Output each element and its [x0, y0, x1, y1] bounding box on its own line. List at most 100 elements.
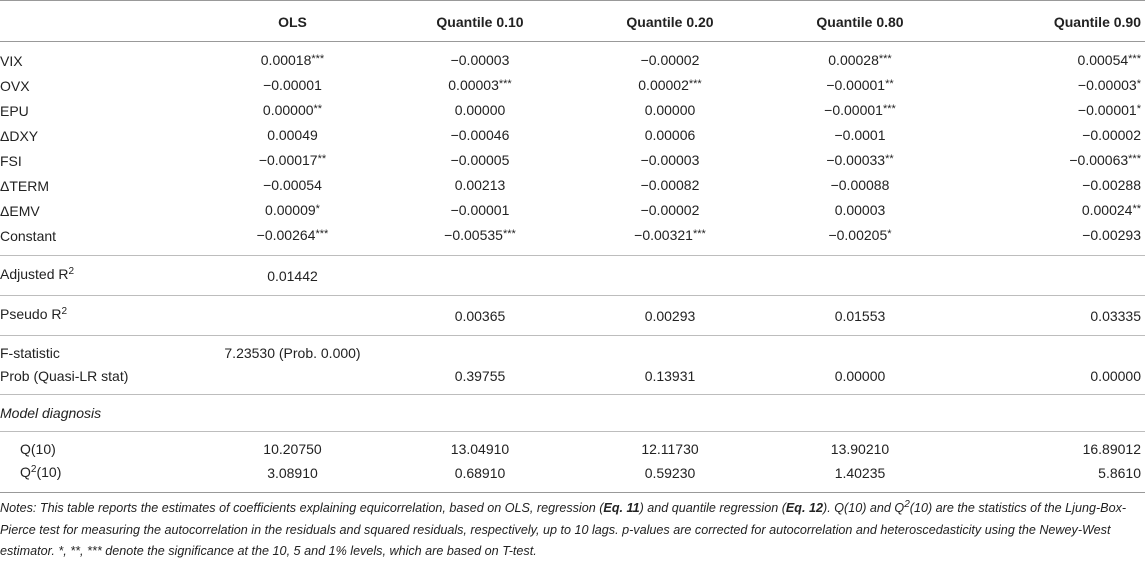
cell: [200, 365, 385, 395]
row-label: Q(10): [0, 431, 200, 461]
coef-row-dterm: ΔTERM −0.00054 0.00213 −0.00082 −0.00088…: [0, 174, 1145, 199]
cell: 16.89012: [955, 431, 1145, 461]
value: −0.00001: [1077, 102, 1137, 118]
cell: 0.00000: [1090, 368, 1141, 384]
header-quantile-020: Quantile 0.20: [626, 14, 714, 30]
cell: −0.00003: [385, 42, 575, 75]
value: −0.00088: [830, 177, 890, 193]
value: 0.00003: [834, 202, 886, 218]
value: −0.00082: [640, 177, 700, 193]
header-quantile-090: Quantile 0.90: [1053, 14, 1141, 30]
value: 0.00006: [644, 127, 696, 143]
pseudo-r2-row: Pseudo R2 0.00365 0.00293 0.01553 0.0333…: [0, 295, 1145, 336]
cell: 0.68910: [385, 461, 575, 493]
value: 0.00018: [260, 52, 312, 68]
cell: −0.00003*: [955, 74, 1145, 99]
cell: −0.00033**: [765, 149, 955, 174]
value: 0.00213: [454, 177, 506, 193]
cell: 12.11730: [575, 431, 765, 461]
cell: 0.00293: [575, 295, 765, 336]
row-label: F-statistic: [0, 335, 200, 365]
cell: −0.00046: [385, 124, 575, 149]
cell: 0.39755: [454, 368, 506, 384]
cell: 3.08910: [200, 461, 385, 493]
header-stub: [0, 1, 200, 42]
value: −0.00001: [824, 102, 883, 118]
cell: 13.90210: [765, 431, 955, 461]
cell: [765, 255, 955, 296]
cell: −0.00001*: [955, 99, 1145, 124]
significance-stars: ***: [882, 103, 896, 115]
equation-ref-12[interactable]: Eq. 12: [785, 501, 824, 515]
significance-stars: *: [315, 203, 320, 215]
cell: [385, 335, 575, 365]
value: −0.00003: [1077, 77, 1137, 93]
value: −0.00002: [1082, 127, 1141, 143]
cell: −0.00002: [955, 124, 1145, 149]
cell: −0.00003: [575, 149, 765, 174]
row-label: Pseudo R2: [0, 295, 200, 336]
significance-stars: **: [1132, 203, 1141, 215]
header-ols: OLS: [278, 14, 307, 30]
coef-row-ddxy: ΔDXY 0.00049 −0.00046 0.00006 −0.0001 −0…: [0, 124, 1145, 149]
significance-stars: ***: [878, 53, 892, 65]
cell: −0.00321***: [575, 224, 765, 256]
coef-row-ovx: OVX −0.00001 0.00003*** 0.00002*** −0.00…: [0, 74, 1145, 99]
significance-stars: *: [1136, 78, 1141, 90]
cell: 0.00024**: [955, 199, 1145, 224]
value: −0.00293: [1082, 227, 1141, 243]
significance-stars: *: [1136, 103, 1141, 115]
value: −0.00001: [826, 77, 886, 93]
cell: −0.00005: [385, 149, 575, 174]
value: −0.00063: [1069, 152, 1129, 168]
value: 0.00000: [454, 102, 506, 118]
cell: −0.00001: [385, 199, 575, 224]
cell: [575, 335, 765, 365]
cell: 0.00365: [385, 295, 575, 336]
cell: −0.0001: [765, 124, 955, 149]
value: −0.00288: [1082, 177, 1141, 193]
equation-ref-11[interactable]: Eq. 11: [603, 501, 640, 515]
value: 0.00003: [448, 77, 499, 93]
cell: 0.00006: [575, 124, 765, 149]
coef-row-fsi: FSI −0.00017** −0.00005 −0.00003 −0.0003…: [0, 149, 1145, 174]
cell: 13.04910: [385, 431, 575, 461]
value: 0.00054: [1077, 52, 1129, 68]
value: −0.00046: [450, 127, 510, 143]
cell: 0.01553: [765, 295, 955, 336]
value: −0.00001: [263, 77, 322, 93]
significance-stars: *: [887, 228, 892, 240]
cell: 0.59230: [575, 461, 765, 493]
cell: [385, 255, 575, 296]
f-statistic-row: F-statistic 7.23530 (Prob. 0.000): [0, 335, 1145, 365]
cell: 0.00003: [765, 199, 955, 224]
model-diagnosis-row: Model diagnosis: [0, 394, 1145, 432]
cell: [955, 255, 1145, 296]
cell: [955, 335, 1145, 365]
row-label: OVX: [0, 78, 30, 94]
row-label: VIX: [0, 53, 23, 69]
cell: −0.00002: [575, 42, 765, 75]
section-label: Model diagnosis: [0, 394, 1145, 432]
value: −0.00005: [450, 152, 510, 168]
cell: 1.40235: [765, 461, 955, 493]
results-table: OLS Quantile 0.10 Quantile 0.20 Quantile…: [0, 0, 1145, 493]
value: −0.00535: [444, 227, 503, 243]
value: −0.00002: [640, 202, 700, 218]
header-quantile-080: Quantile 0.80: [816, 14, 904, 30]
row-label: FSI: [0, 153, 22, 169]
significance-stars: ***: [1128, 53, 1141, 65]
cell: 0.00000: [385, 99, 575, 124]
row-label: Constant: [0, 228, 57, 244]
coef-row-epu: EPU 0.00000** 0.00000 0.00000 −0.00001**…: [0, 99, 1145, 124]
value: −0.00003: [640, 152, 700, 168]
cell: 0.00002***: [575, 74, 765, 99]
value: −0.00017: [258, 152, 318, 168]
cell: 0.00000: [575, 99, 765, 124]
cell: −0.00017**: [200, 149, 385, 174]
cell: 0.00000: [834, 368, 886, 384]
cell: −0.00205*: [765, 224, 955, 256]
value: 0.00028: [828, 52, 879, 68]
row-label: ΔTERM: [0, 178, 50, 194]
value: 0.00024: [1081, 202, 1133, 218]
